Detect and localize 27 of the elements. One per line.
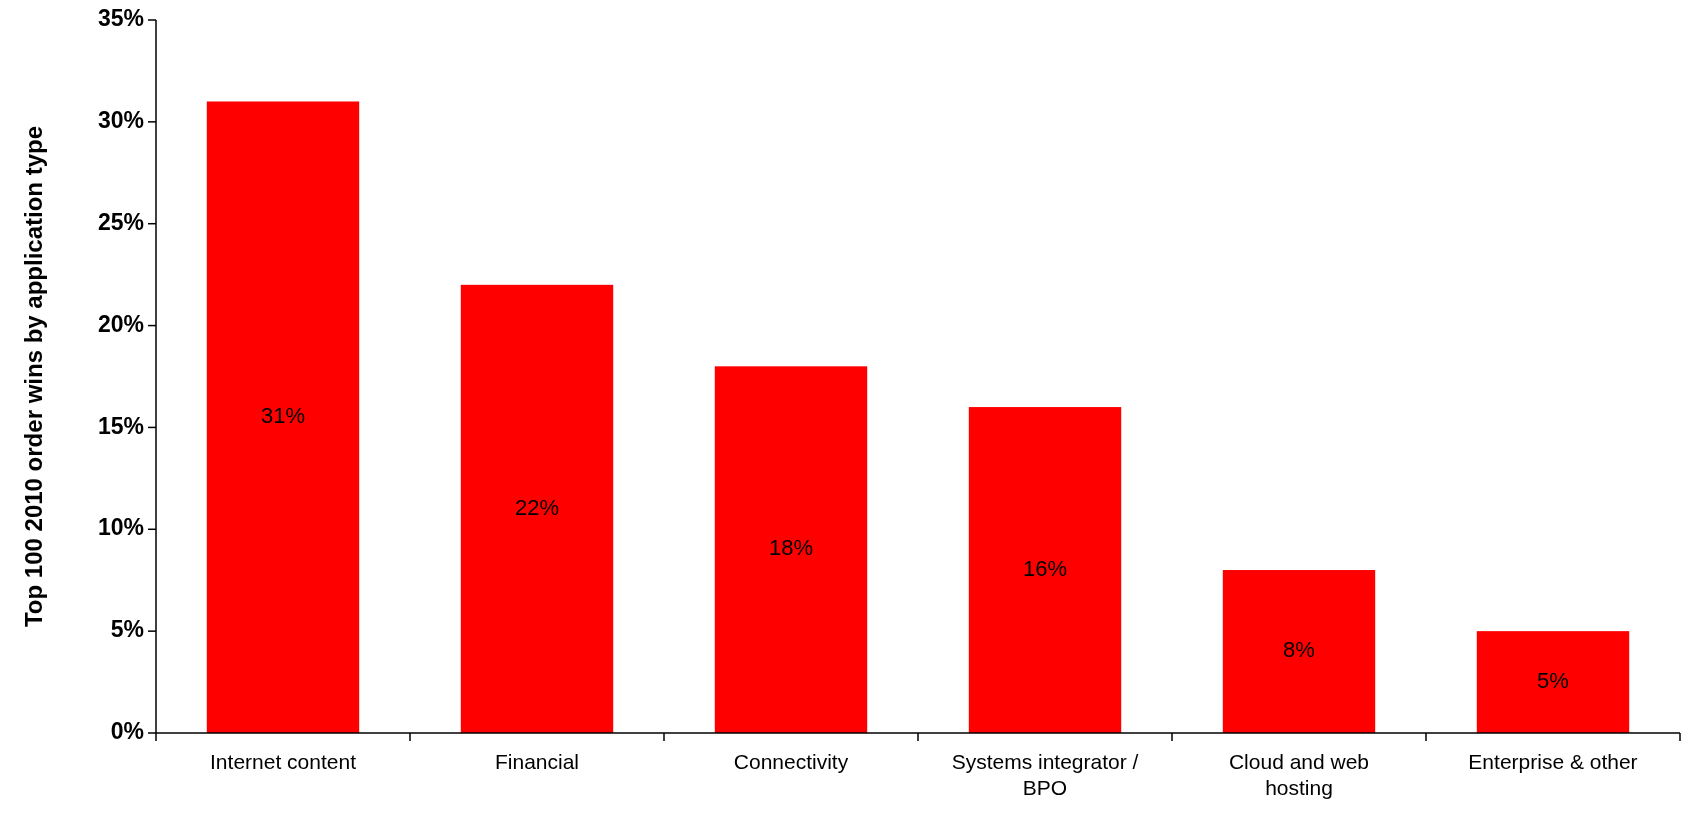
y-tick-label: 25% [97, 208, 144, 235]
x-tick-label: Cloud and web hosting [1228, 750, 1370, 799]
data-label: 22% [514, 494, 560, 520]
x-tick-label: Systems integrator / BPO [951, 750, 1139, 799]
x-tick-label: Enterprise & other [1468, 750, 1638, 773]
y-tick-label: 35% [97, 5, 144, 32]
y-axis-title: Top 100 2010 order wins by application type [20, 125, 48, 628]
y-tick-label: 5% [110, 616, 144, 643]
bar [1476, 631, 1630, 733]
x-tick-label: Financial [494, 750, 580, 773]
y-tick-label: 15% [97, 412, 144, 439]
y-tick-label: 0% [110, 718, 144, 745]
data-label: 8% [1283, 637, 1315, 663]
bar [206, 101, 360, 733]
x-tick-label: Internet content [210, 750, 357, 773]
bar [714, 366, 868, 733]
data-label: 5% [1537, 667, 1569, 693]
y-tick-label: 10% [97, 514, 144, 541]
bar [1222, 570, 1376, 733]
x-tick-label: Connectivity [733, 750, 849, 773]
data-label: 18% [768, 535, 814, 561]
bar [460, 284, 614, 733]
y-tick-label: 30% [97, 106, 144, 133]
data-label: 16% [1022, 555, 1068, 581]
data-label: 31% [260, 403, 306, 429]
bar [968, 407, 1122, 733]
y-tick-label: 20% [97, 310, 144, 337]
